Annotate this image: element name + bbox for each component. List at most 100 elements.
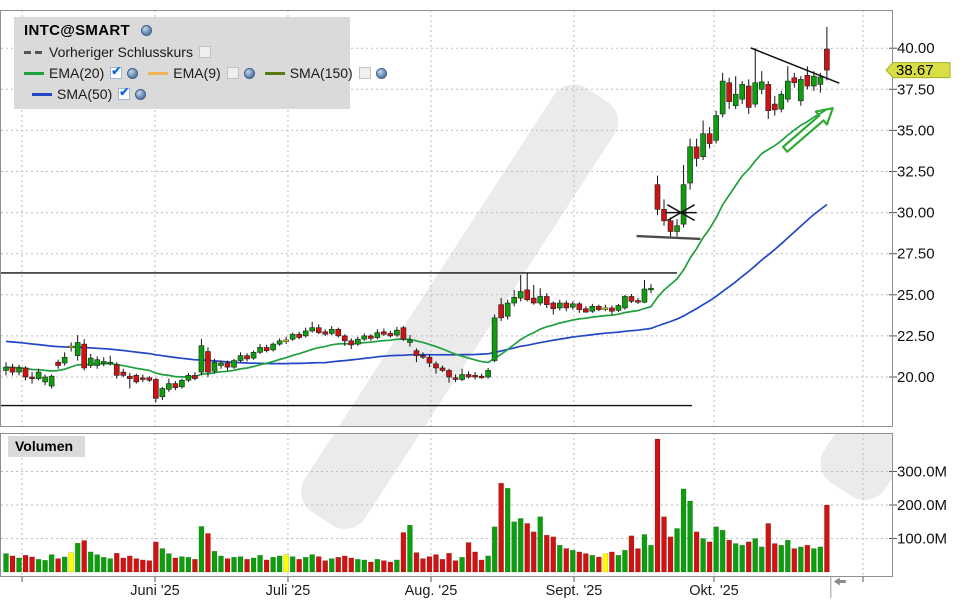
candle[interactable] [302,330,309,337]
volume-bar[interactable] [557,544,563,573]
candle[interactable] [504,302,511,317]
volume-bar[interactable] [589,555,596,573]
volume-bar[interactable] [74,542,81,573]
candle[interactable] [641,288,648,303]
candle[interactable] [680,184,687,225]
candle[interactable] [198,345,205,373]
volume-bar[interactable] [478,559,485,573]
candle[interactable] [667,220,674,232]
candle[interactable] [237,355,244,361]
volume-bar[interactable] [355,559,361,573]
candle[interactable] [107,361,114,365]
volume-bar[interactable] [661,516,667,573]
volume-bar[interactable] [765,523,772,573]
volume-bar[interactable] [296,559,302,573]
candle[interactable] [745,85,752,108]
axis-scroll-arrow-icon[interactable] [833,577,846,586]
candle[interactable] [179,379,185,388]
volume-bar[interactable] [81,540,87,573]
volume-bar[interactable] [94,554,100,573]
candle[interactable] [335,329,342,337]
volume-bar[interactable] [798,546,804,573]
candle[interactable] [140,377,146,380]
candle[interactable] [218,362,224,366]
volume-bar[interactable] [674,528,680,573]
volume-bar[interactable] [465,542,472,573]
volume-bar[interactable] [791,548,798,573]
candle[interactable] [719,80,726,115]
volume-bar[interactable] [120,557,127,573]
volume-bar[interactable] [87,551,94,573]
checkbox-unchecked[interactable] [226,67,239,79]
candle[interactable] [661,209,667,222]
candle[interactable] [498,304,504,319]
candle[interactable] [537,296,544,304]
candle[interactable] [283,339,289,342]
volume-bar[interactable] [257,555,263,573]
candle[interactable] [42,376,48,383]
candle[interactable] [674,225,680,232]
volume-bar[interactable] [452,560,459,573]
candle[interactable] [706,133,713,144]
candle[interactable] [459,374,465,380]
volume-bar[interactable] [420,558,426,573]
candle[interactable] [381,331,387,335]
volume-bar[interactable] [29,556,35,573]
volume-bar[interactable] [439,559,446,573]
volume-bar[interactable] [211,550,218,573]
volume-bar[interactable] [485,555,491,573]
volume-bar[interactable] [387,561,394,573]
candle[interactable] [348,340,355,346]
candle[interactable] [798,79,804,102]
volume-bar[interactable] [511,521,517,573]
candle[interactable] [3,366,9,371]
volume-bar[interactable] [570,549,576,573]
candle[interactable] [713,115,719,141]
volume-bar[interactable] [804,544,811,573]
volume-bar[interactable] [641,534,648,573]
volume-bar[interactable] [576,551,583,573]
volume-bar[interactable] [185,557,192,573]
volume-bar[interactable] [811,548,817,573]
volume-bar[interactable] [752,538,758,573]
globe-icon[interactable] [135,88,147,100]
candle[interactable] [615,305,622,311]
volume-bar[interactable] [602,553,609,573]
checkbox-unchecked[interactable] [198,46,211,58]
candle[interactable] [355,338,361,345]
candle[interactable] [315,327,322,333]
candle[interactable] [387,333,394,337]
candle[interactable] [413,350,420,356]
volume-bar[interactable] [237,556,244,573]
globe-icon[interactable] [127,67,139,79]
candle[interactable] [752,82,759,105]
volume-bar[interactable] [413,552,420,573]
candle[interactable] [153,379,159,399]
volume-bar[interactable] [368,561,374,573]
volume-bar[interactable] [739,544,745,573]
volume-bar[interactable] [543,534,550,573]
volume-bar[interactable] [231,557,237,573]
candle[interactable] [550,302,557,310]
volume-bar[interactable] [302,557,309,573]
globe-icon[interactable] [243,67,255,79]
candle[interactable] [583,308,589,313]
candle[interactable] [374,332,381,338]
volume-bar[interactable] [342,555,348,573]
candle[interactable] [341,335,348,342]
candle[interactable] [9,366,16,373]
candle[interactable] [113,364,120,376]
candle[interactable] [491,317,498,361]
candle[interactable] [159,388,166,398]
candle[interactable] [811,75,817,87]
volume-bar[interactable] [719,529,726,573]
volume-bar[interactable] [114,552,120,573]
candle[interactable] [576,303,583,310]
volume-bar[interactable] [648,544,654,573]
volume-bar[interactable] [472,551,478,573]
volume-bar[interactable] [263,559,270,573]
volume-bar[interactable] [9,555,16,573]
candle[interactable] [446,370,452,378]
volume-bar[interactable] [3,553,9,573]
candle[interactable] [22,367,29,378]
